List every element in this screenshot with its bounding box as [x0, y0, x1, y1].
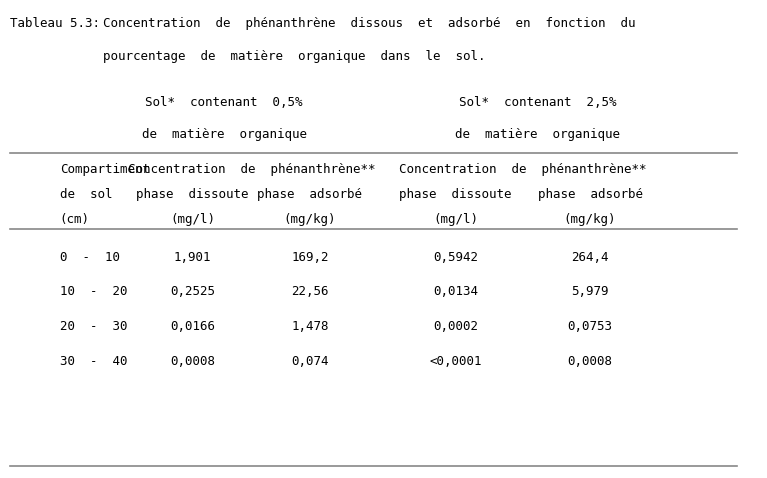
Text: phase  dissoute: phase dissoute	[137, 188, 249, 201]
Text: (cm): (cm)	[60, 213, 90, 226]
Text: 0  -  10: 0 - 10	[60, 251, 120, 264]
Text: Sol*  contenant  0,5%: Sol* contenant 0,5%	[145, 96, 303, 109]
Text: Concentration  de  phénanthrène  dissous  et  adsorbé  en  fonction  du: Concentration de phénanthrène dissous et…	[103, 17, 636, 30]
Text: 0,0134: 0,0134	[433, 285, 478, 298]
Text: phase  dissoute: phase dissoute	[400, 188, 512, 201]
Text: de  matière  organique: de matière organique	[456, 128, 621, 141]
Text: <0,0001: <0,0001	[430, 355, 482, 368]
Text: 0,0753: 0,0753	[568, 320, 613, 333]
Text: (mg/l): (mg/l)	[433, 213, 478, 226]
Text: 0,2525: 0,2525	[170, 285, 216, 298]
Text: Concentration  de  phénanthrène**: Concentration de phénanthrène**	[399, 163, 647, 175]
Text: phase  adsorbé: phase adsorbé	[258, 188, 363, 201]
Text: 169,2: 169,2	[291, 251, 329, 264]
Text: Tableau 5.3:: Tableau 5.3:	[10, 17, 100, 30]
Text: (mg/kg): (mg/kg)	[564, 213, 617, 226]
Text: de  sol: de sol	[60, 188, 112, 201]
Text: 0,5942: 0,5942	[433, 251, 478, 264]
Text: 30  -  40: 30 - 40	[60, 355, 127, 368]
Text: 264,4: 264,4	[571, 251, 609, 264]
Text: 0,0008: 0,0008	[170, 355, 216, 368]
Text: 1,901: 1,901	[174, 251, 212, 264]
Text: (mg/l): (mg/l)	[170, 213, 216, 226]
Text: 10  -  20: 10 - 20	[60, 285, 127, 298]
Text: 0,074: 0,074	[291, 355, 329, 368]
Text: de  matière  organique: de matière organique	[142, 128, 307, 141]
Text: 5,979: 5,979	[571, 285, 609, 298]
Text: Sol*  contenant  2,5%: Sol* contenant 2,5%	[459, 96, 617, 109]
Text: 0,0002: 0,0002	[433, 320, 478, 333]
Text: 22,56: 22,56	[291, 285, 329, 298]
Text: phase  adsorbé: phase adsorbé	[538, 188, 643, 201]
Text: 20  -  30: 20 - 30	[60, 320, 127, 333]
Text: Compartiment: Compartiment	[60, 163, 150, 175]
Text: 0,0008: 0,0008	[568, 355, 613, 368]
Text: (mg/kg): (mg/kg)	[284, 213, 336, 226]
Text: 0,0166: 0,0166	[170, 320, 216, 333]
Text: 1,478: 1,478	[291, 320, 329, 333]
Text: pourcentage  de  matière  organique  dans  le  sol.: pourcentage de matière organique dans le…	[103, 50, 486, 63]
Text: Concentration  de  phénanthrène**: Concentration de phénanthrène**	[127, 163, 375, 175]
